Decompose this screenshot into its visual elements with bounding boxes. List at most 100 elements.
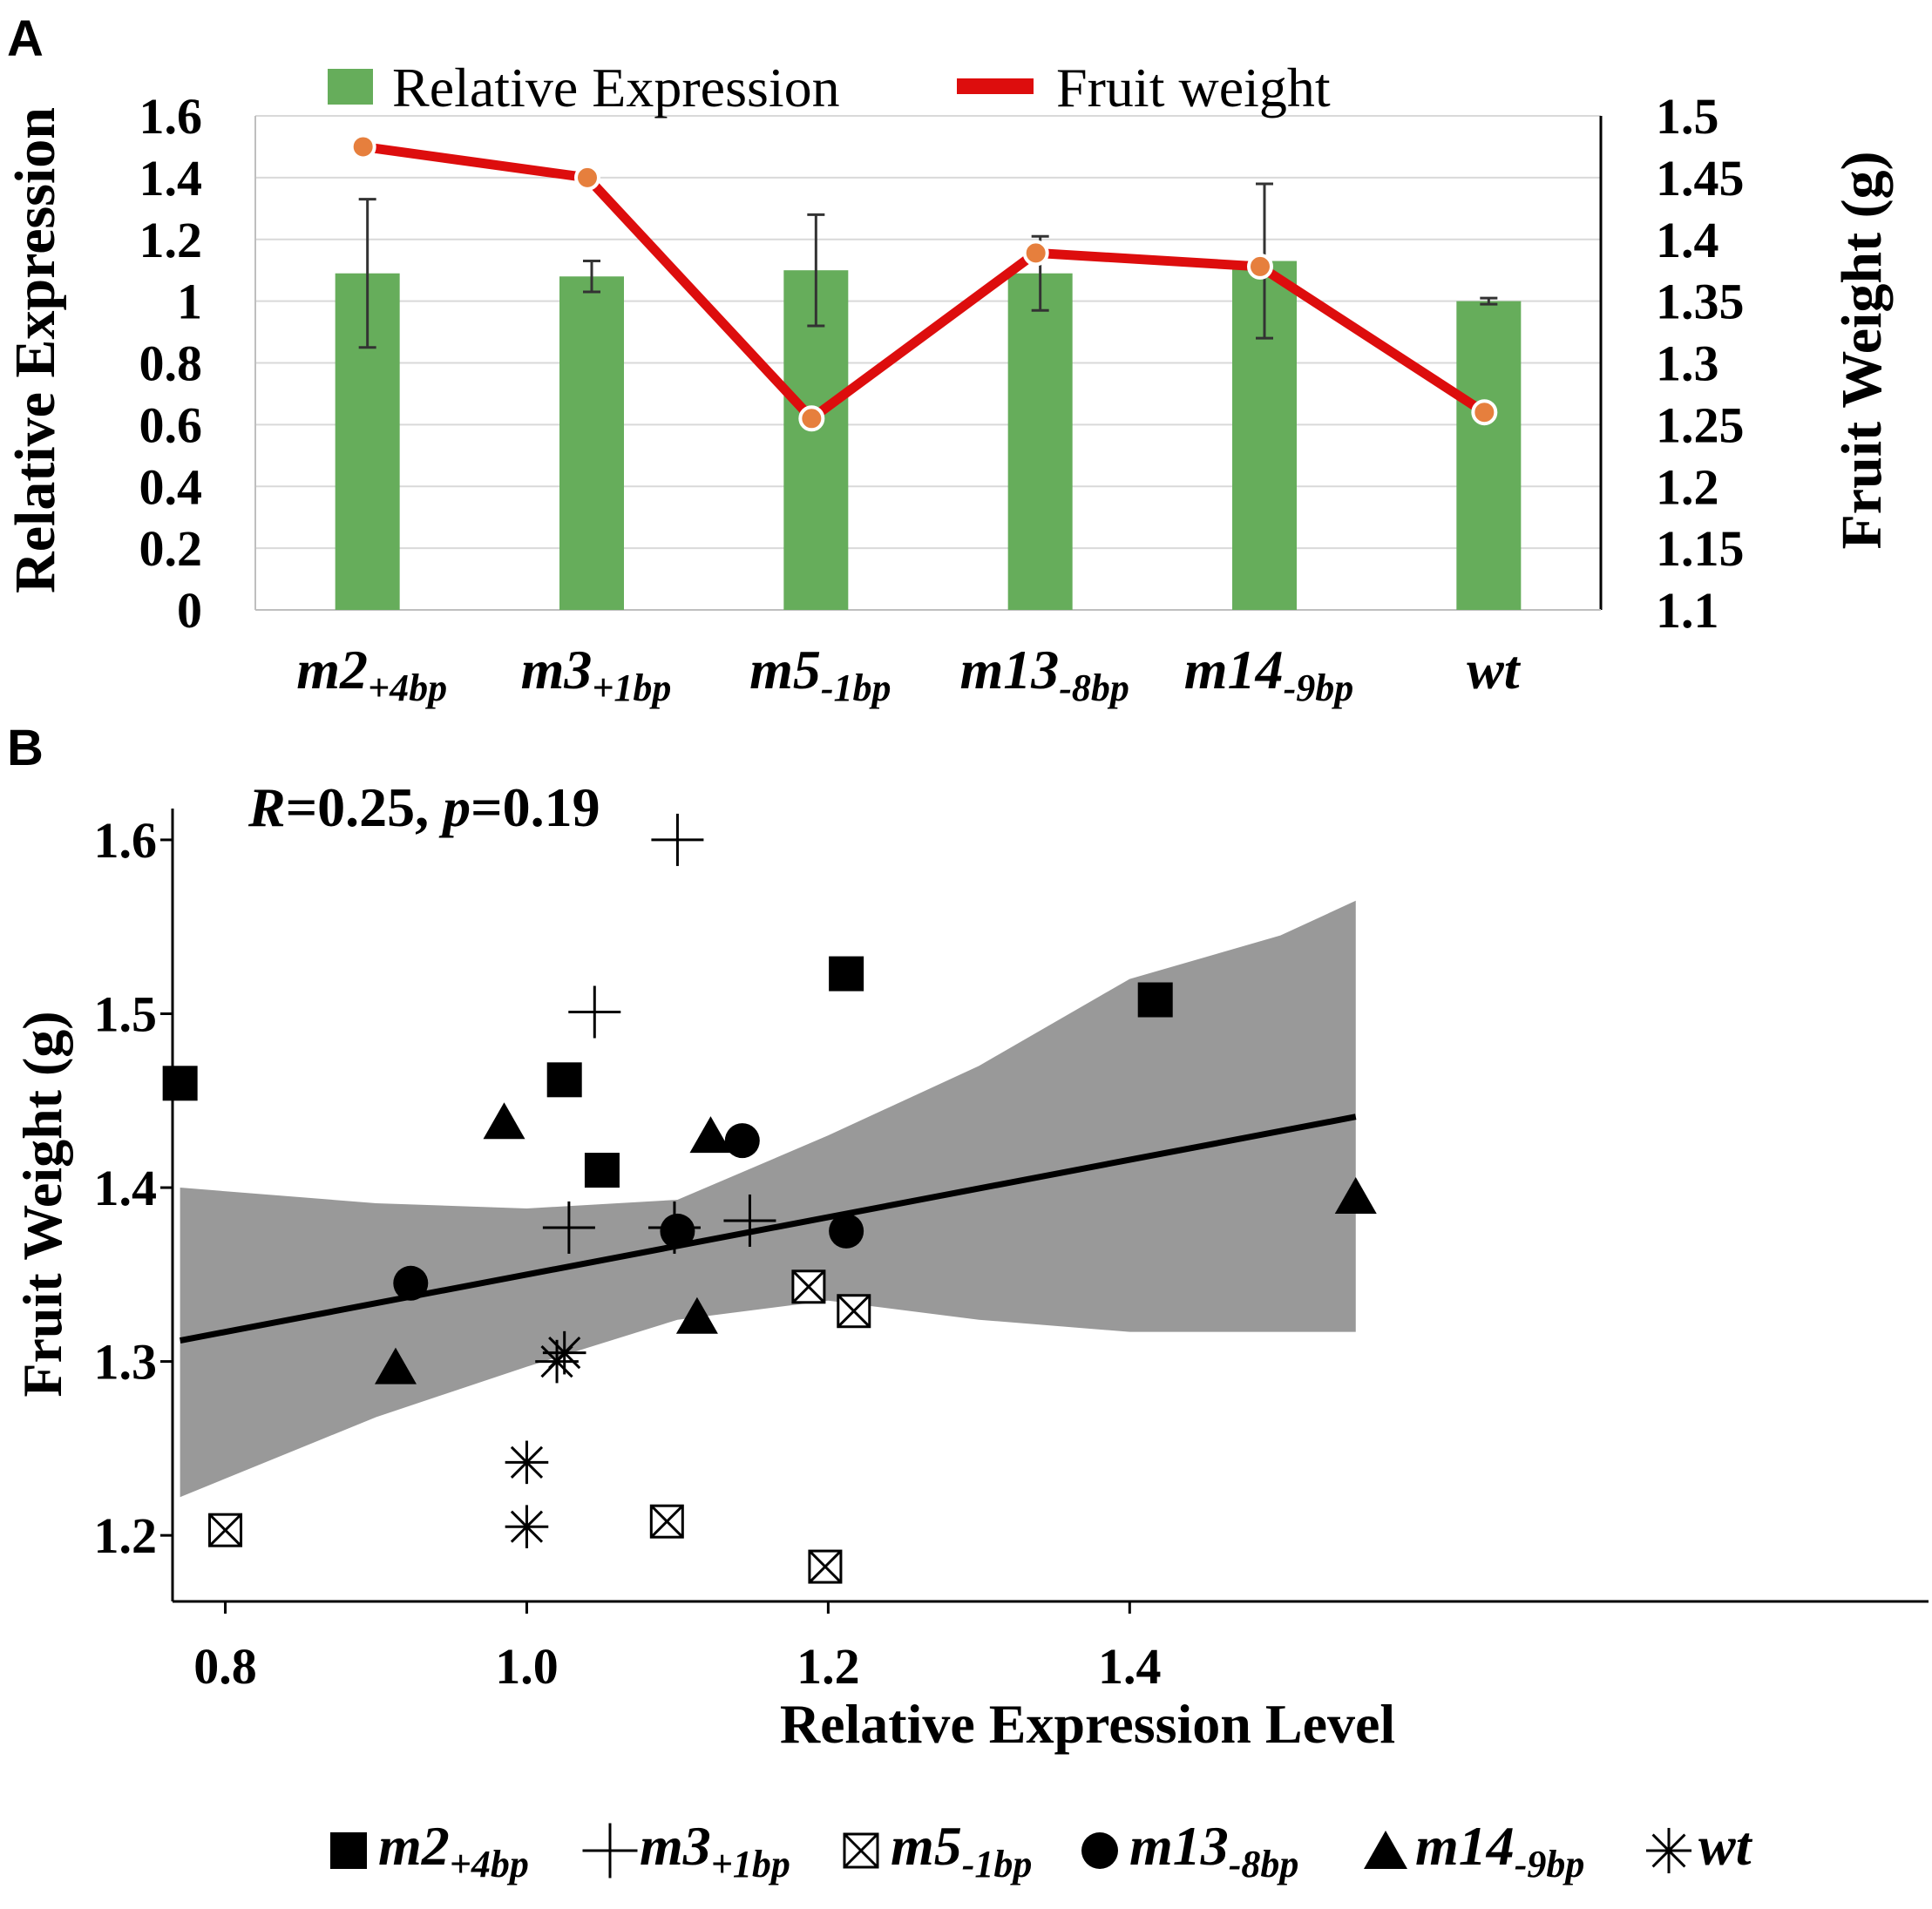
a-y2tick-label: 1.2 [1656, 458, 1719, 515]
point-m14-4 [675, 1296, 718, 1334]
point-m2-4 [829, 956, 864, 992]
category-base: m2 [296, 639, 368, 701]
a-xtick-label-wt: wt [1467, 639, 1522, 701]
a-y2-axis-title: Fruit Weight (g) [1830, 151, 1894, 549]
marker-stroke [791, 1269, 825, 1303]
marker-stroke [510, 1445, 544, 1479]
legend-marker-m5 [843, 1832, 879, 1869]
b-y-axis-title: Fruit Weight (g) [11, 1011, 73, 1397]
fruit-weight-point-m5 [798, 405, 825, 432]
b-xtick-label: 0.8 [193, 1638, 257, 1695]
legend-fruit-weight: Fruit weight [1056, 57, 1331, 118]
marker-stroke [548, 1337, 581, 1370]
legend-label-wt: wt [1698, 1815, 1753, 1877]
legend-marker-wt [1645, 1827, 1692, 1874]
point-m14-1 [374, 1347, 417, 1384]
a-ytick-label: 0 [177, 582, 202, 639]
panel-a-chart: 00.20.40.60.811.21.41.6 1.11.151.21.251.… [3, 57, 1894, 709]
category-base: m5 [749, 639, 821, 701]
legend-base: m14 [1415, 1815, 1515, 1877]
point-wt-2 [542, 1330, 586, 1375]
point-m2-3 [584, 1153, 620, 1188]
bar-m3 [559, 276, 624, 610]
marker-stroke [650, 1505, 684, 1539]
a-ytick-label: 0.2 [139, 520, 203, 577]
legend-marker-m2 [330, 1832, 367, 1869]
b-ytick-label: 1.4 [94, 1160, 158, 1216]
marker-stroke [837, 1294, 871, 1328]
marker-stroke [208, 1513, 242, 1547]
category-base: wt [1467, 639, 1522, 701]
regression-line [179, 1114, 1357, 1344]
point-m13-4 [829, 1213, 864, 1249]
a-xtick-label-m3: m3+1bp [521, 639, 672, 709]
correlation-annotation: R=0.25, p=0.19 [247, 776, 600, 838]
a-xtick-label-m2: m2+4bp [296, 639, 447, 709]
b-legend: m2+4bp m3+1bp m5-1bp m13-8bp m14-9bp wt [330, 1815, 1753, 1885]
legend-label-m3: m3+1bp [640, 1815, 790, 1885]
point-m3-3 [542, 1201, 595, 1254]
point-m2-1 [162, 1066, 198, 1101]
confidence-band [180, 900, 1356, 1498]
b-ytick-label: 1.5 [94, 985, 158, 1042]
legend-label-m5: m5-1bp [891, 1815, 1032, 1885]
legend-base: m5 [891, 1815, 962, 1877]
point-m13-1 [393, 1265, 429, 1301]
point-m3-2 [568, 985, 621, 1039]
a-y2tick-label: 1.25 [1656, 396, 1745, 453]
point-m13-3 [724, 1123, 760, 1159]
point-m3-1 [651, 813, 704, 866]
point-m3-5 [723, 1194, 776, 1247]
point-m5-2 [649, 1504, 684, 1539]
legend-base: m3 [640, 1815, 711, 1877]
fruit-weight-point-m3 [574, 164, 600, 191]
category-base: m3 [521, 639, 593, 701]
marker-stroke [808, 1550, 842, 1584]
point-m14-2 [483, 1102, 525, 1140]
b-ytick-label: 1.3 [94, 1334, 158, 1391]
a-ytick-label: 1.2 [139, 212, 203, 268]
b-x-axis-title: Relative Expression Level [780, 1693, 1395, 1755]
a-y2tick-label: 1.5 [1656, 88, 1719, 145]
point-m2-5 [1137, 982, 1173, 1018]
marker-stroke [510, 1510, 544, 1543]
b-ytick-label: 1.2 [94, 1507, 158, 1564]
category-subscript: -8bp [1059, 667, 1129, 709]
a-xtick-label-m14: m14-9bp [1184, 639, 1353, 709]
point-m13-2 [660, 1213, 695, 1249]
point-m5-4 [791, 1269, 826, 1304]
legend-label-m2: m2+4bp [378, 1815, 529, 1885]
a-y-axis-title: Relative Expression [3, 107, 67, 593]
b-xtick-label: 1.4 [1098, 1638, 1162, 1695]
point-wt-3 [505, 1440, 549, 1485]
legend-subscript: -9bp [1515, 1843, 1585, 1885]
b-xtick-label: 1.0 [495, 1638, 559, 1695]
legend-bar-swatch [328, 69, 373, 105]
fruit-weight-point-wt [1471, 399, 1498, 426]
fruit-weight-point-m13 [1022, 240, 1049, 267]
point-m5-5 [837, 1294, 871, 1329]
point-wt-4 [505, 1505, 549, 1548]
a-ytick-label: 0.8 [139, 335, 203, 392]
legend-marker-m14 [1364, 1831, 1407, 1869]
fruit-weight-line [362, 141, 1488, 423]
panel-b-label: B [7, 720, 44, 776]
legend-base: m13 [1129, 1815, 1229, 1877]
category-base: m14 [1184, 639, 1284, 701]
a-y2tick-label: 1.45 [1656, 150, 1745, 206]
legend-label-m13: m13-8bp [1129, 1815, 1298, 1885]
a-y2tick-label: 1.35 [1656, 274, 1745, 330]
legend-base: wt [1698, 1815, 1753, 1877]
category-subscript: +1bp [592, 667, 671, 709]
a-ytick-label: 0.4 [139, 458, 203, 515]
legend-line-swatch [957, 78, 1034, 94]
panel-b-chart: 0.8 1.0 1.2 1.4 1.2 1.3 1.4 1.5 1.6 R=0.25, p=0… [11, 776, 1929, 1885]
a-y2tick-label: 1.1 [1656, 582, 1719, 639]
fruit-weight-point-m2 [349, 133, 376, 160]
a-xtick-label-m13: m13-8bp [959, 639, 1129, 709]
category-base: m13 [959, 639, 1059, 701]
marker-stroke [843, 1832, 879, 1869]
a-ytick-label: 1.6 [139, 88, 203, 145]
marker-stroke [1651, 1833, 1686, 1868]
a-y2tick-label: 1.4 [1656, 212, 1719, 268]
